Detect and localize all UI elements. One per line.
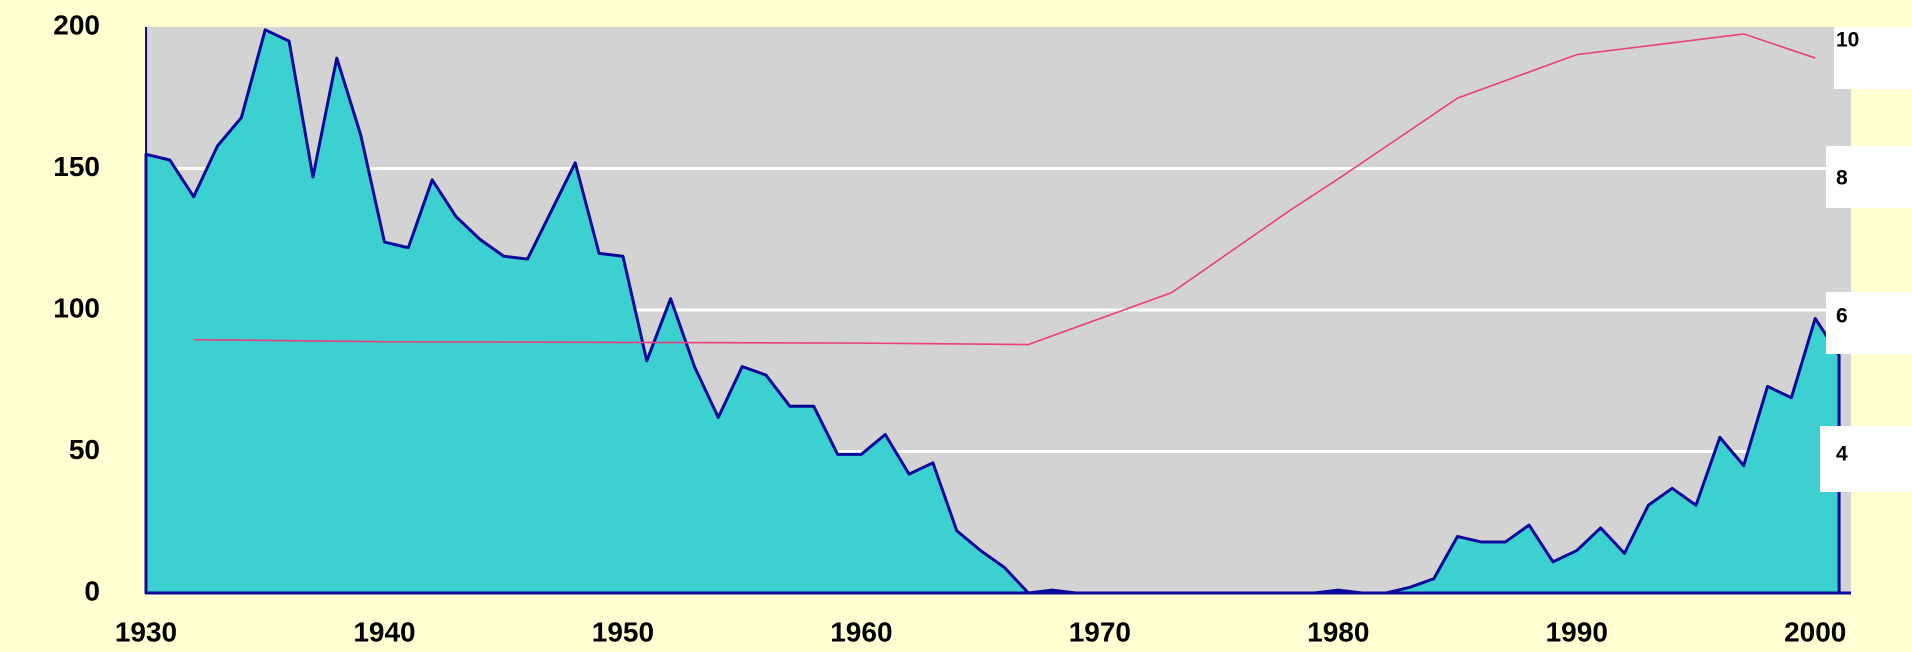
x-tick-label: 1980: [1307, 616, 1369, 647]
area: [144, 28, 1841, 595]
label-box: [1826, 146, 1912, 208]
x-tick-label: 1950: [592, 616, 654, 647]
x-tick-label: 1970: [1069, 616, 1131, 647]
y-tick-label: 0: [84, 575, 100, 606]
x-tick-label: 1940: [353, 616, 415, 647]
y-tick-label: 50: [69, 434, 100, 465]
x-tick-label: 1960: [830, 616, 892, 647]
y-tick-label: 200: [53, 9, 100, 40]
y-tick-label: 100: [53, 292, 100, 323]
x-tick-label: 1990: [1546, 616, 1608, 647]
x-tick-label: 2000: [1784, 616, 1846, 647]
line: [193, 33, 1816, 346]
label-box: [1820, 426, 1912, 492]
y2-tick-label: 4: [1836, 442, 1848, 465]
label-box: [1834, 27, 1912, 89]
label-box: [1826, 292, 1912, 354]
labels: 0 50 100 150 200 1930 1940 1950 1960 1970 1980 1990…: [53, 9, 1912, 647]
y2-tick-label: 10: [1836, 28, 1859, 51]
marks: [144, 27, 1851, 595]
y-tick-label: 150: [53, 151, 100, 182]
y2-tick-label: 6: [1836, 304, 1848, 327]
y2-tick-label: 8: [1836, 166, 1848, 189]
x-tick-label: 1930: [115, 616, 177, 647]
